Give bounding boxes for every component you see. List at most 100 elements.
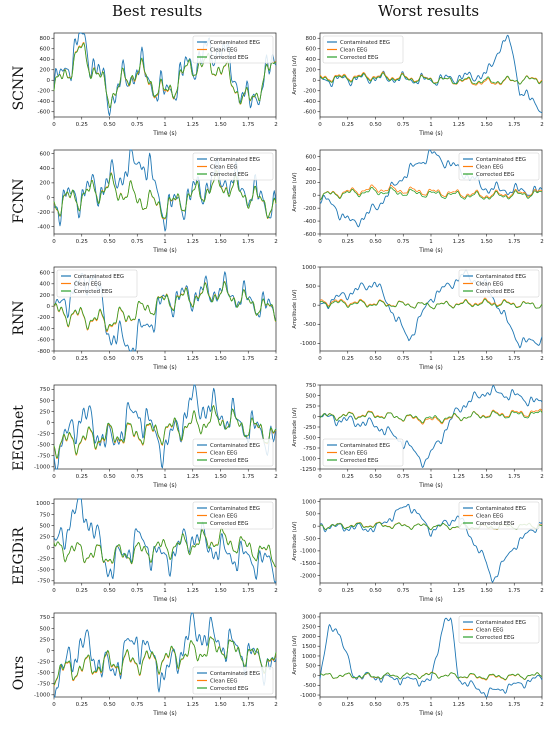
x-tick-label: 1 (163, 239, 167, 245)
x-tick-label: 0.25 (342, 702, 355, 708)
legend-box (458, 615, 540, 644)
series-line-contaminated-eeg (319, 34, 543, 114)
x-tick-label: 1.50 (214, 702, 227, 708)
x-tick-label: 0 (318, 356, 322, 362)
x-tick-label: 0 (318, 122, 322, 128)
y-tick-label: -1000 (300, 549, 316, 555)
series-line-corrected-eeg (319, 672, 543, 680)
y-tick-label: 750 (306, 383, 317, 389)
y-tick-label: 200 (306, 180, 317, 186)
legend-label: Contaminated EEG (210, 40, 260, 46)
legend-label: Contaminated EEG (476, 157, 526, 163)
panel-eegdnet-worst: 0 0.25 0.50 0.75 1 1.25 1.50 1.75 2 -1250 -1000 -75… (290, 380, 548, 492)
x-tick-label: 0.75 (131, 588, 144, 594)
x-axis-label: Time (s) (152, 483, 177, 489)
x-tick-label: 1.25 (453, 356, 466, 362)
y-tick-label: -800 (38, 349, 51, 355)
y-tick-label: -500 (304, 322, 317, 328)
x-tick-label: 0.25 (342, 239, 355, 245)
y-tick-label: 800 (40, 36, 51, 42)
series-line-corrected-eeg (319, 72, 543, 85)
x-tick-label: 0.25 (76, 588, 89, 594)
chart-ours-best: 0 0.25 0.50 0.75 1 1.25 1.50 1.75 2 -1000 -750 -500… (34, 612, 278, 717)
x-tick-label: 0 (318, 474, 322, 480)
x-tick-label: 0.25 (76, 474, 89, 480)
series-line-corrected-eeg (53, 170, 277, 219)
y-tick-label: 0 (313, 193, 317, 199)
x-tick-label: 1.75 (242, 474, 255, 480)
series-line-contaminated-eeg (319, 149, 543, 228)
y-tick-label: -250 (38, 659, 51, 665)
legend-box (192, 501, 274, 530)
x-tick-label: 1.50 (214, 122, 227, 128)
x-tick-label: 1.75 (508, 122, 521, 128)
legend-label: Corrected EEG (210, 458, 248, 464)
x-tick-label: 0.75 (397, 122, 410, 128)
chart-fcnn-worst: 0 0.25 0.50 0.75 1 1.25 1.50 1.75 2 -600 -400 -200 0… (292, 149, 544, 254)
x-tick-label: 1.25 (453, 239, 466, 245)
x-tick-label: 2 (274, 702, 278, 708)
y-tick-label: -400 (38, 224, 51, 230)
x-tick-label: 0.50 (369, 588, 382, 594)
x-tick-label: 0.25 (342, 356, 355, 362)
y-tick-label: 2500 (302, 624, 316, 630)
chart-scnn-best: 0 0.25 0.50 0.75 1 1.25 1.50 1.75 2 -600 -400 -200 0… (38, 32, 278, 137)
y-tick-label: -1000 (300, 693, 316, 699)
y-tick-label: 0 (313, 524, 317, 530)
y-tick-label: 400 (40, 282, 51, 288)
x-tick-label: 0.50 (103, 239, 116, 245)
x-tick-label: 2 (274, 356, 278, 362)
legend-box (192, 35, 274, 64)
y-tick-label: -500 (304, 536, 317, 542)
x-tick-label: 1.75 (508, 588, 521, 594)
legend-label: Corrected EEG (476, 172, 514, 178)
x-tick-label: 1.50 (214, 588, 227, 594)
y-tick-label: 250 (306, 404, 317, 410)
x-tick-label: 2 (274, 588, 278, 594)
x-tick-label: 1 (163, 588, 167, 594)
y-tick-label: 1000 (302, 654, 316, 660)
series-line-contaminated-eeg (319, 503, 543, 583)
panel-eegdir-best: 0 0.25 0.50 0.75 1 1.25 1.50 1.75 2 -750 -500 -250 0… (24, 494, 282, 606)
x-axis-label: Time (s) (418, 483, 443, 489)
x-tick-label: 1.25 (187, 239, 200, 245)
y-tick-label: -400 (304, 219, 317, 225)
y-tick-label: -500 (38, 568, 51, 574)
x-tick-label: 0.50 (369, 474, 382, 480)
panel-eegdir-worst: 0 0.25 0.50 0.75 1 1.25 1.50 1.75 2 -2000 -1500 -10… (290, 494, 548, 606)
legend-label: Contaminated EEG (210, 443, 260, 449)
x-tick-label: 0.25 (342, 588, 355, 594)
x-tick-label: 0.75 (397, 474, 410, 480)
y-tick-label: 600 (306, 154, 317, 160)
x-tick-label: 1.75 (508, 474, 521, 480)
chart-eegdir-best: 0 0.25 0.50 0.75 1 1.25 1.50 1.75 2 -750 -500 -250 0… (36, 498, 278, 603)
x-tick-label: 1.25 (187, 356, 200, 362)
chart-fcnn-best: 0 0.25 0.50 0.75 1 1.25 1.50 1.75 2 -400 -200 0 200 4… (38, 149, 278, 254)
legend-label: Corrected EEG (340, 55, 378, 61)
y-tick-label: 800 (306, 36, 317, 42)
x-tick-label: 1.25 (453, 474, 466, 480)
series-line-contaminated-eeg (53, 498, 277, 584)
series-line-corrected-eeg (319, 298, 543, 310)
x-tick-label: 2 (540, 588, 544, 594)
x-tick-label: 0.75 (131, 356, 144, 362)
y-tick-label: -500 (304, 435, 317, 441)
y-tick-label: 0 (47, 78, 51, 84)
x-tick-label: 0.25 (342, 474, 355, 480)
x-tick-label: 2 (540, 702, 544, 708)
x-tick-label: 0 (318, 588, 322, 594)
x-tick-label: 2 (540, 356, 544, 362)
series-line-corrected-eeg (53, 527, 276, 567)
y-tick-label: -750 (38, 454, 51, 460)
y-tick-label: -200 (304, 206, 317, 212)
x-tick-label: 0.75 (397, 702, 410, 708)
y-tick-label: 500 (306, 393, 317, 399)
y-tick-label: 500 (40, 626, 51, 632)
x-tick-label: 0 (52, 702, 56, 708)
legend-box (458, 269, 540, 298)
legend-label: Clean EEG (210, 164, 238, 170)
chart-ours-worst: 0 0.25 0.50 0.75 1 1.25 1.50 1.75 2 -1000 -500 0 500… (292, 612, 544, 717)
x-tick-label: 0.50 (369, 122, 382, 128)
legend-label: Contaminated EEG (340, 443, 390, 449)
y-tick-label: 0 (47, 304, 51, 310)
